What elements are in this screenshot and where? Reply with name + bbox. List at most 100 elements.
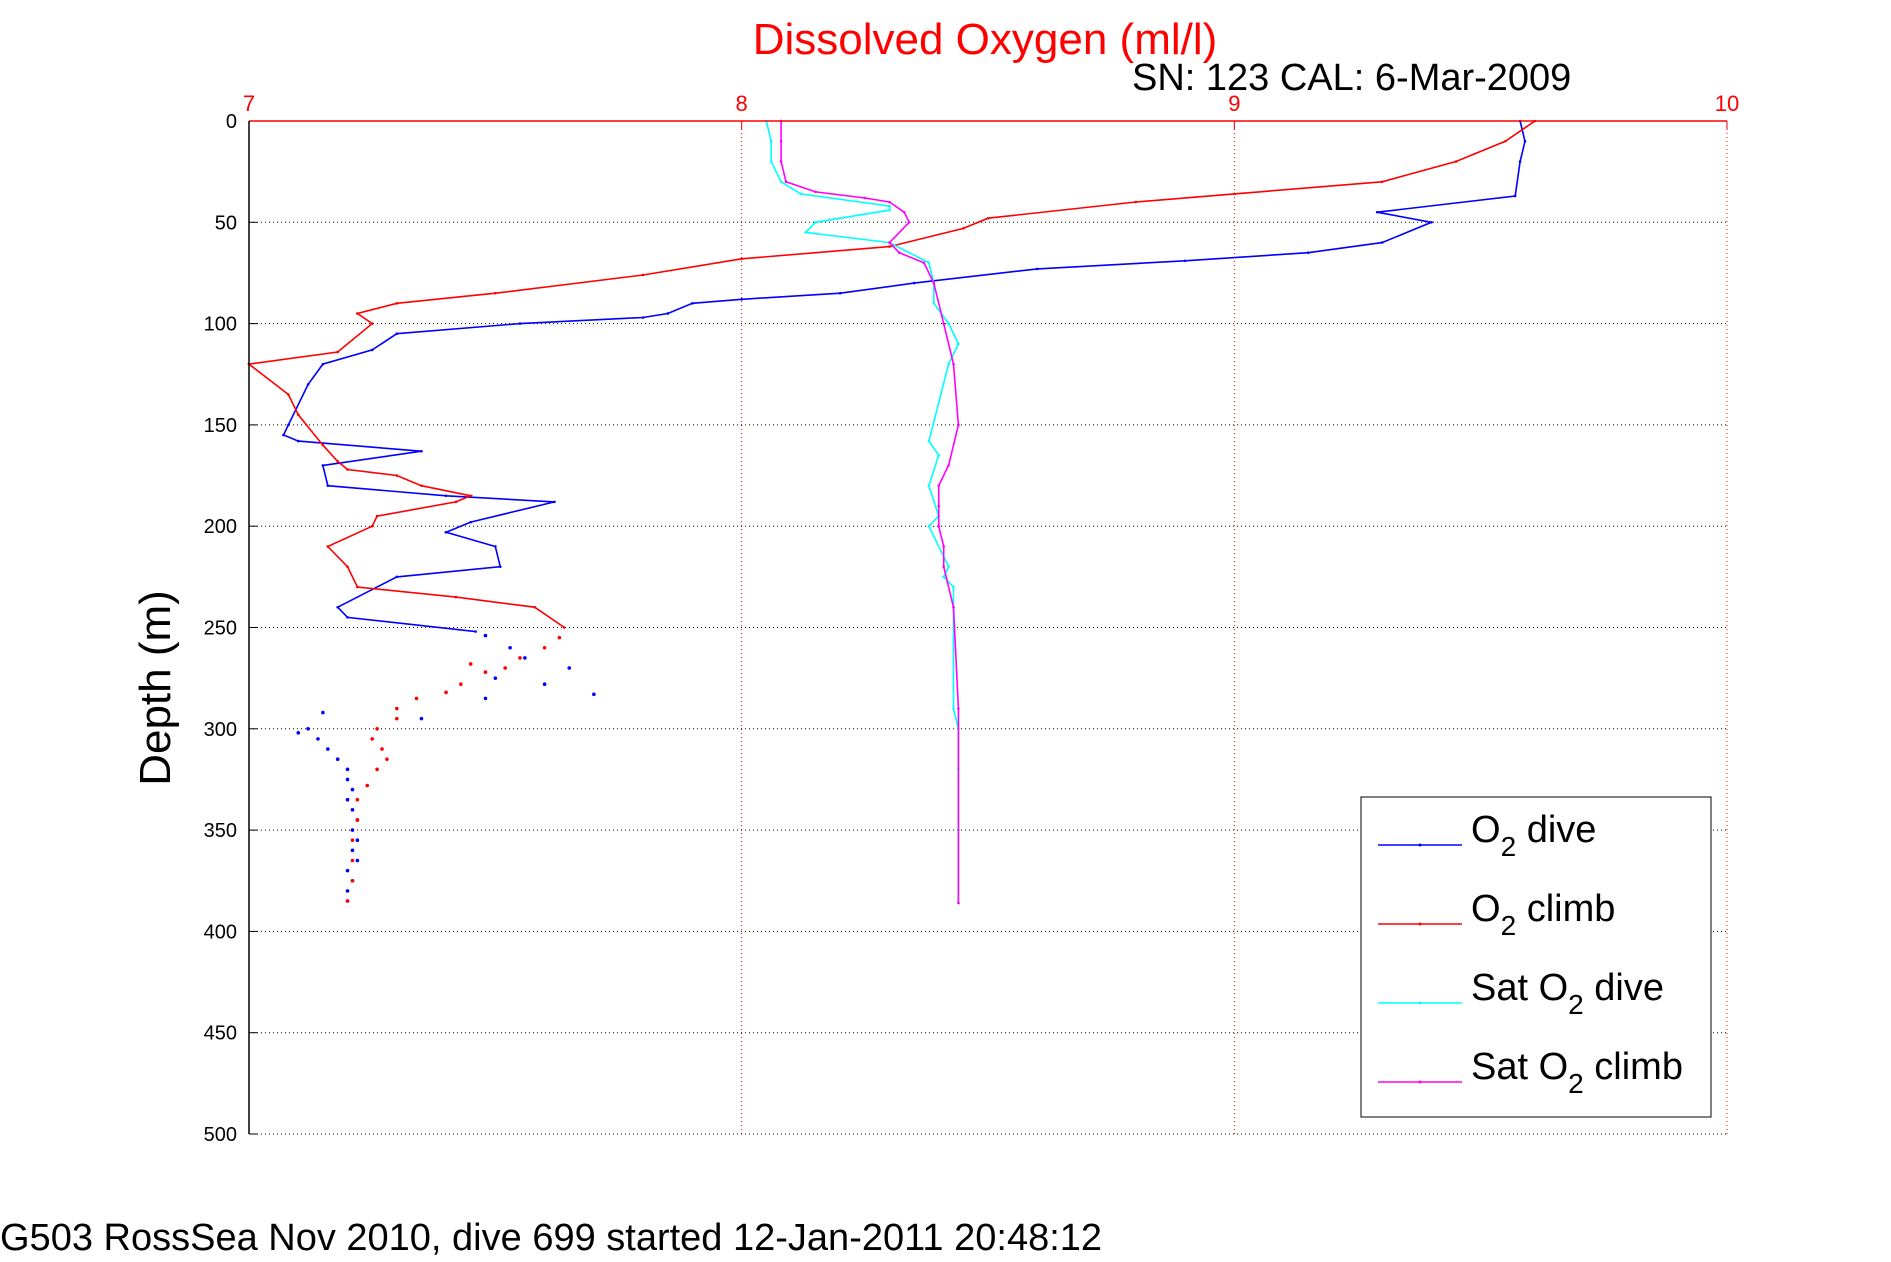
series-point-o2_dive: [1513, 194, 1517, 198]
series-point-o2_climb: [740, 257, 743, 261]
series-point-o2_dive: [838, 291, 842, 295]
scatter-point-o2_dive: [345, 777, 350, 782]
series-point-o2_climb: [336, 460, 339, 463]
legend-label-suffix: climb: [1516, 888, 1615, 930]
series-point-o2_climb: [1380, 180, 1384, 184]
y-axis-label: Depth (m): [131, 590, 180, 786]
series-point-sat_climb: [888, 200, 891, 204]
series-point-o2_dive: [740, 297, 743, 301]
scatter-point-o2_dive: [592, 692, 596, 697]
legend-swatch-marker: [1418, 922, 1422, 926]
series-point-o2_climb: [356, 585, 359, 589]
scatter-point-o2_climb: [355, 818, 360, 822]
scatter-point-o2_dive: [316, 737, 320, 741]
series-point-sat_dive: [814, 221, 817, 224]
series-point-o2_climb: [370, 524, 374, 528]
series-point-sat_dive: [779, 180, 783, 184]
scatter-point-o2_climb: [370, 737, 374, 741]
series-layer: [246, 119, 1537, 905]
series-point-o2_dive: [1183, 259, 1187, 263]
series-point-sat_dive: [947, 565, 950, 569]
series-point-o2_dive: [321, 362, 325, 366]
scatter-point-o2_climb: [395, 716, 399, 721]
scatter-point-o2_climb: [542, 645, 547, 650]
series-point-o2_dive: [321, 464, 325, 467]
series-point-o2_dive: [469, 520, 473, 524]
series-point-o2_dive: [1375, 210, 1379, 214]
scatter-point-o2_climb: [414, 696, 419, 701]
scatter-point-o2_dive: [350, 848, 355, 853]
series-point-sat_climb: [937, 484, 941, 487]
footer-caption: G503 RossSea Nov 2010, dive 699 started …: [0, 1217, 1102, 1259]
y-tick-label: 350: [204, 820, 237, 842]
chart-title: Dissolved Oxygen (ml/l): [753, 15, 1218, 64]
series-point-o2_climb: [1134, 200, 1138, 204]
scatter-point-o2_dive: [508, 645, 512, 650]
legend-label-o2_dive: O2 dive: [1471, 809, 1596, 862]
series-point-sat_climb: [937, 504, 941, 508]
legend-label-suffix: dive: [1584, 967, 1664, 1009]
series-point-sat_climb: [937, 524, 941, 528]
series-point-o2_dive: [666, 312, 670, 315]
legend-label-subscript: 2: [1568, 1068, 1584, 1099]
series-point-sat_climb: [779, 160, 783, 163]
y-tick-label: 400: [204, 921, 237, 943]
series-point-sat_dive: [957, 342, 960, 346]
chart-subtitle: SN: 123 CAL: 6-Mar-2009: [1132, 57, 1571, 99]
scatter-point-o2_climb: [350, 858, 355, 863]
series-point-sat_climb: [922, 261, 926, 265]
legend-label-suffix: climb: [1584, 1046, 1683, 1088]
series-point-o2_dive: [296, 439, 300, 443]
series-point-sat_climb: [902, 210, 906, 214]
x-tick-label: 8: [736, 91, 748, 116]
series-point-o2_climb: [375, 514, 379, 518]
series-point-o2_dive: [553, 500, 556, 504]
scatter-point-o2_climb: [459, 682, 463, 687]
legend-label-subscript: 2: [1501, 831, 1517, 862]
scatter-point-o2_climb: [375, 767, 379, 772]
series-point-o2_climb: [563, 626, 566, 629]
x-tick-label: 7: [243, 91, 255, 116]
scatter-point-o2_climb: [483, 670, 488, 674]
scatter-point-o2_dive: [345, 767, 350, 772]
scatter-point-o2_climb: [365, 783, 370, 788]
series-point-sat_dive: [769, 160, 773, 163]
series-point-sat_climb: [898, 251, 901, 254]
series-point-sat_dive: [952, 707, 955, 710]
series-point-sat_dive: [927, 439, 931, 443]
series-point-sat_climb: [907, 221, 911, 224]
scatter-point-o2_dive: [355, 838, 360, 843]
series-point-sat_climb: [957, 901, 960, 905]
scatter-point-o2_climb: [350, 838, 355, 843]
series-point-o2_climb: [346, 565, 349, 569]
series-point-sat_dive: [927, 261, 931, 265]
series-point-o2_climb: [321, 443, 325, 447]
series-point-sat_climb: [942, 565, 945, 569]
series-point-o2_climb: [395, 474, 399, 477]
series-point-o2_dive: [326, 484, 330, 487]
series-point-sat_dive: [942, 575, 945, 579]
series-point-o2_climb: [454, 500, 458, 504]
series-point-sat_dive: [799, 192, 803, 196]
series-point-o2_climb: [641, 273, 645, 277]
series-point-sat_climb: [814, 190, 817, 194]
scatter-point-o2_dive: [345, 797, 350, 802]
series-line-sat_climb: [780, 121, 960, 903]
x-tick-label: 9: [1228, 91, 1240, 116]
series-point-sat_climb: [952, 605, 955, 609]
series-point-o2_dive: [498, 565, 502, 569]
legend-label-o2_climb: O2 climb: [1471, 888, 1615, 941]
series-point-sat_climb: [952, 362, 955, 366]
scatter-point-o2_dive: [493, 676, 498, 680]
scatter-point-o2_dive: [326, 747, 330, 751]
series-point-sat_dive: [927, 524, 931, 528]
series-point-o2_dive: [494, 545, 497, 548]
y-tick-label: 200: [204, 516, 237, 538]
series-point-o2_dive: [395, 575, 399, 579]
y-tick-label: 100: [204, 314, 237, 336]
series-point-o2_climb: [287, 393, 290, 396]
series-point-sat_dive: [888, 208, 891, 212]
series-point-o2_dive: [1430, 221, 1433, 224]
y-tick-label: 500: [204, 1124, 237, 1146]
